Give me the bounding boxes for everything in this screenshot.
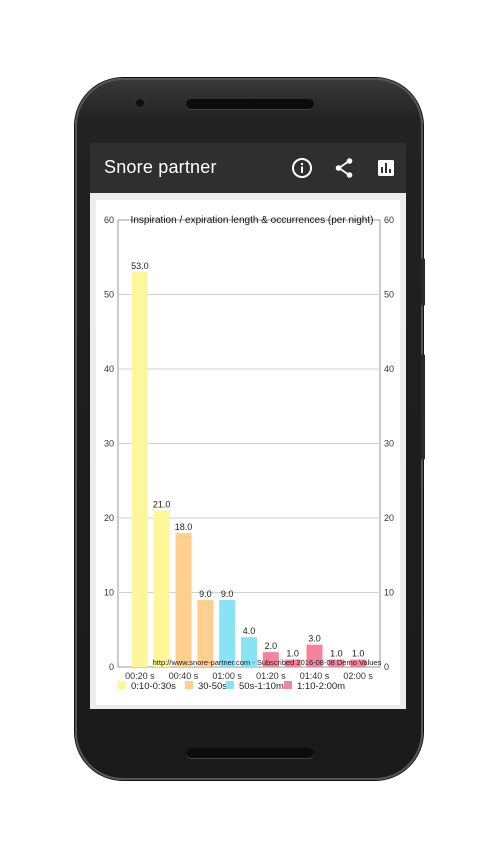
bar xyxy=(284,659,301,667)
bar xyxy=(153,510,170,667)
y-tick-label-right: 40 xyxy=(384,364,394,374)
y-tick-label-left: 60 xyxy=(104,215,114,225)
legend-swatch xyxy=(185,681,193,689)
occurrences-bar-chart: 0 0 10 10 20 20 30 30 40 40 50 50 60 60 00:20 s 00:40 s… xyxy=(104,215,394,692)
bar xyxy=(262,652,279,667)
y-tick-label-left: 30 xyxy=(104,439,114,449)
y-tick-label-right: 30 xyxy=(384,439,394,449)
legend-swatch xyxy=(284,681,292,689)
bar-value-label: 4.0 xyxy=(243,626,256,636)
bar xyxy=(328,659,345,667)
info-icon[interactable] xyxy=(290,156,314,180)
bar-value-label: 18.0 xyxy=(175,522,193,532)
power-button xyxy=(421,354,425,460)
top-speaker xyxy=(186,99,314,109)
y-tick-label-left: 20 xyxy=(104,513,114,523)
bar-value-label: 1.0 xyxy=(352,649,365,659)
x-tick-label: 02:00 s xyxy=(343,671,373,681)
bar xyxy=(175,532,192,667)
bar xyxy=(241,637,257,667)
y-tick-label-right: 10 xyxy=(384,588,394,598)
bar-value-label: 3.0 xyxy=(308,634,321,644)
y-tick-label-right: 20 xyxy=(384,513,394,523)
bar-value-label: 1.0 xyxy=(286,649,299,659)
legend-swatch xyxy=(118,681,126,689)
app-bar: Snore partner xyxy=(90,143,406,193)
bar xyxy=(350,659,367,667)
bar xyxy=(306,644,323,667)
bar-chart-icon[interactable] xyxy=(374,156,398,180)
chart-card: 0 0 10 10 20 20 30 30 40 40 50 50 60 60 00:20 s 00:40 s… xyxy=(96,200,400,705)
bar-value-label: 2.0 xyxy=(265,641,278,651)
bar-value-label: 9.0 xyxy=(199,589,212,599)
legend-label: 0:10-0:30s xyxy=(131,681,176,692)
y-tick-label-right: 60 xyxy=(384,215,394,225)
legend-label: 1:10-2:00m xyxy=(297,681,345,692)
legend-label: 50s-1:10m xyxy=(239,681,284,692)
x-tick-label: 00:20 s xyxy=(125,671,155,681)
x-tick-label: 01:00 s xyxy=(212,671,242,681)
x-tick-label: 01:40 s xyxy=(300,671,330,681)
x-tick-label: 00:40 s xyxy=(169,671,199,681)
legend-swatch xyxy=(226,681,234,689)
bar-value-label: 21.0 xyxy=(153,500,171,510)
chart-legend: 0:10-0:30s 30-50s 50s-1:10m 1:10-2:00m xyxy=(118,681,345,692)
front-camera xyxy=(136,99,144,107)
legend-label: 30-50s xyxy=(198,681,227,692)
bar xyxy=(131,272,148,667)
y-tick-label-left: 40 xyxy=(104,364,114,374)
share-icon[interactable] xyxy=(332,156,356,180)
bar xyxy=(197,599,214,667)
app-title: Snore partner xyxy=(104,157,217,177)
y-tick-label-right: 0 xyxy=(384,662,389,672)
y-tick-label-left: 50 xyxy=(104,290,114,300)
bar-value-label: 1.0 xyxy=(330,649,343,659)
bar-value-label: 53.0 xyxy=(131,261,149,271)
y-tick-label-right: 50 xyxy=(384,290,394,300)
chart-credit: http://www.snore-partner.com - Subscribe… xyxy=(153,658,382,667)
y-tick-label-left: 10 xyxy=(104,588,114,598)
bar-value-label: 9.0 xyxy=(221,589,234,599)
x-tick-label: 01:20 s xyxy=(256,671,286,681)
screen: Snore partner 0 0 10 10 20 20 30 30 40 40 50 50 60 60… xyxy=(90,143,406,709)
volume-button xyxy=(421,258,425,306)
chart-title: Inspiration / expiration length & occurr… xyxy=(131,215,374,226)
bottom-speaker xyxy=(186,748,314,758)
bar xyxy=(219,599,236,667)
y-tick-label-left: 0 xyxy=(109,662,114,672)
